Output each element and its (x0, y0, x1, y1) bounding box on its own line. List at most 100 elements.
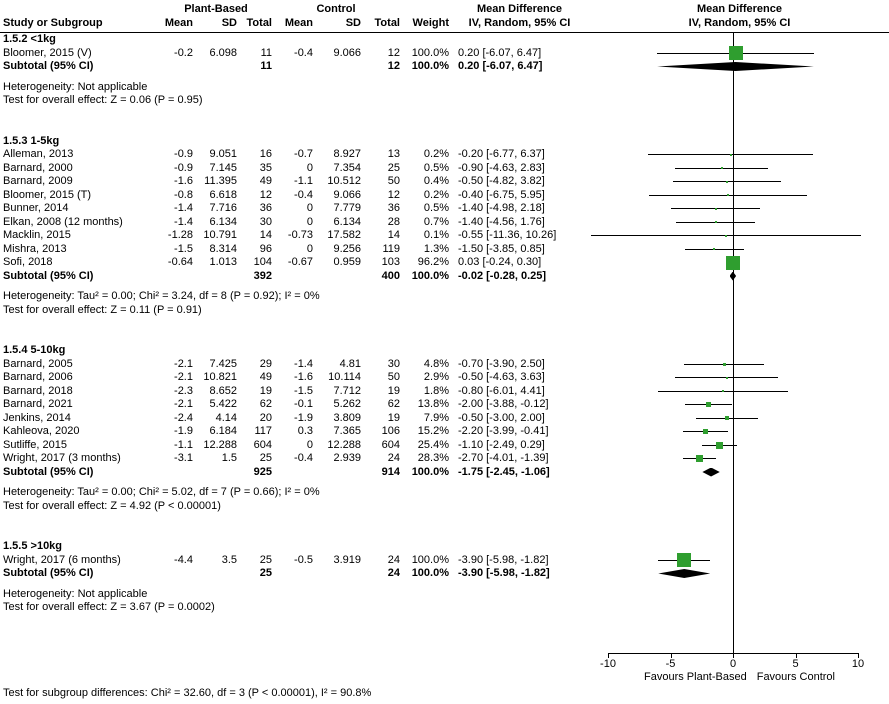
mean-plant: -2.1 (174, 398, 193, 410)
heterogeneity-row: Heterogeneity: Not applicable (0, 588, 889, 602)
heterogeneity-text: Heterogeneity: Tau² = 0.00; Chi² = 5.02,… (3, 486, 320, 498)
mean-control: -1.9 (294, 411, 313, 424)
total-control: 914 (381, 465, 400, 478)
mean-difference-plot-header: Mean Difference (697, 3, 782, 15)
sd-plant (193, 60, 237, 74)
axis-tick (670, 654, 672, 658)
sd-plant: 10.791 (203, 229, 237, 241)
mean-control (272, 60, 313, 74)
total-control: 50 (387, 175, 400, 187)
study-name: Bunner, 2014 (3, 202, 69, 214)
ci-text: -0.50 [-3.00, 2.00] (458, 411, 545, 424)
plot-cell (590, 175, 889, 189)
subtotal-label: Subtotal (95% CI) (3, 269, 94, 282)
effect-square (725, 234, 728, 237)
subtotal-row: Subtotal (95% CI) 25 24 100.0% -3.90 [-5.98,… (0, 567, 889, 581)
sd-control (313, 567, 361, 581)
mean-plant: -1.4 (174, 215, 193, 228)
mean-plant: -1.4 (174, 202, 193, 214)
weight-value: 0.7% (423, 215, 449, 228)
overall-effect-row: Test for overall effect: Z = 3.67 (P = 0… (0, 601, 889, 615)
plot-cell (590, 425, 889, 439)
axis-tick-label: 0 (729, 658, 737, 670)
mean-plant: -1.5 (174, 242, 193, 255)
effect-square (713, 248, 716, 251)
ci-text: -0.55 [-11.36, 10.26] (458, 229, 557, 241)
study-row: Barnard, 2021 -2.1 5.422 62 -0.1 5.262 62 13.8%… (0, 398, 889, 412)
study-name: Bloomer, 2015 (V) (3, 46, 92, 59)
ci-text: -1.40 [-4.56, 1.76] (458, 215, 545, 228)
plot-cell (590, 148, 889, 162)
plot-cell (590, 162, 889, 176)
sd-control: 3.809 (333, 411, 361, 424)
ci-text: -0.80 [-6.01, 4.41] (458, 384, 545, 397)
favours-labels: Favours Plant-Based Favours Control (590, 671, 889, 683)
column-header-total-plant: Total (246, 17, 272, 29)
effect-square (726, 255, 741, 270)
favours-right-label: Favours Control (756, 671, 835, 683)
mean-control (272, 466, 313, 480)
subtotal-label: Subtotal (95% CI) (3, 567, 94, 579)
study-name: Kahleova, 2020 (3, 425, 80, 437)
plot-cell (590, 243, 889, 257)
effect-square (714, 221, 717, 224)
axis-tick (608, 654, 609, 658)
mean-control: 0 (306, 242, 313, 255)
forest-body: -10 -5 0 5 10 Favours Plant-Based Favours Co… (0, 33, 889, 689)
sd-control: 6.134 (333, 215, 361, 228)
mean-plant: -0.64 (167, 256, 193, 268)
sd-plant: 9.051 (209, 148, 237, 160)
heterogeneity-row: Heterogeneity: Tau² = 0.00; Chi² = 5.02,… (0, 486, 889, 500)
total-control: 12 (387, 60, 400, 72)
plot-cell (590, 371, 889, 385)
sd-control: 7.365 (333, 425, 361, 437)
sd-control: 9.066 (333, 46, 361, 59)
overall-effect-row: Test for overall effect: Z = 4.92 (P < 0… (0, 500, 889, 514)
column-header-sd-control: SD (345, 17, 361, 29)
mean-control: 0 (306, 438, 313, 451)
axis-tick-label: -5 (665, 658, 676, 670)
study-name: Macklin, 2015 (3, 229, 71, 241)
plot-cell (590, 60, 889, 74)
heterogeneity-text: Heterogeneity: Not applicable (3, 80, 148, 93)
mean-control: -1.4 (294, 357, 313, 370)
column-header-mean-control: Mean (284, 17, 313, 29)
header-group-row: Plant-Based Control Mean Difference Mean… (0, 0, 889, 16)
overall-effect-row: Test for overall effect: Z = 0.11 (P = 0… (0, 304, 889, 318)
total-control: 24 (387, 567, 400, 579)
study-name: Elkan, 2008 (12 months) (3, 215, 123, 228)
overall-effect-text: Test for overall effect: Z = 3.67 (P = 0… (3, 601, 215, 613)
mean-control: -0.1 (294, 398, 313, 410)
sd-plant: 6.618 (209, 188, 237, 201)
sd-control: 8.927 (333, 148, 361, 160)
effect-square (722, 390, 724, 393)
sd-plant: 7.716 (209, 202, 237, 214)
sd-plant (193, 567, 237, 581)
mean-plant: -3.1 (174, 452, 193, 464)
sd-plant (193, 270, 237, 284)
mean-control: -1.6 (294, 371, 313, 383)
study-name: Barnard, 2005 (3, 357, 73, 370)
study-row: Wright, 2017 (6 months) -4.4 3.5 25 -0.5 3.91… (0, 553, 889, 568)
overall-effect-text: Test for overall effect: Z = 4.92 (P < 0… (3, 499, 221, 512)
mean-plant (160, 270, 193, 284)
total-control: 28 (387, 215, 400, 228)
subtotal-diamond (658, 569, 711, 578)
ci-text: 0.20 [-6.07, 6.47] (458, 60, 543, 72)
ci-text: -1.50 [-3.85, 0.85] (458, 242, 545, 255)
total-plant: 96 (259, 242, 272, 255)
mean-control: -0.7 (294, 148, 313, 160)
mean-control: 0.3 (297, 425, 313, 437)
subtotal-diamond (729, 271, 737, 281)
weight-value: 1.3% (423, 242, 449, 255)
ci-text: -0.02 [-0.28, 0.25] (458, 269, 547, 282)
ci-text: -0.70 [-3.90, 2.50] (458, 357, 545, 370)
ci-text: -0.90 [-4.63, 2.83] (458, 161, 545, 174)
mean-control: -0.5 (294, 553, 313, 566)
plot-cell (590, 189, 889, 203)
mean-plant: -2.3 (174, 384, 193, 397)
subtotal-label: Subtotal (95% CI) (3, 60, 94, 72)
effect-square (703, 429, 708, 435)
ci-text: -3.90 [-5.98, -1.82] (458, 553, 549, 566)
effect-square (724, 416, 729, 421)
